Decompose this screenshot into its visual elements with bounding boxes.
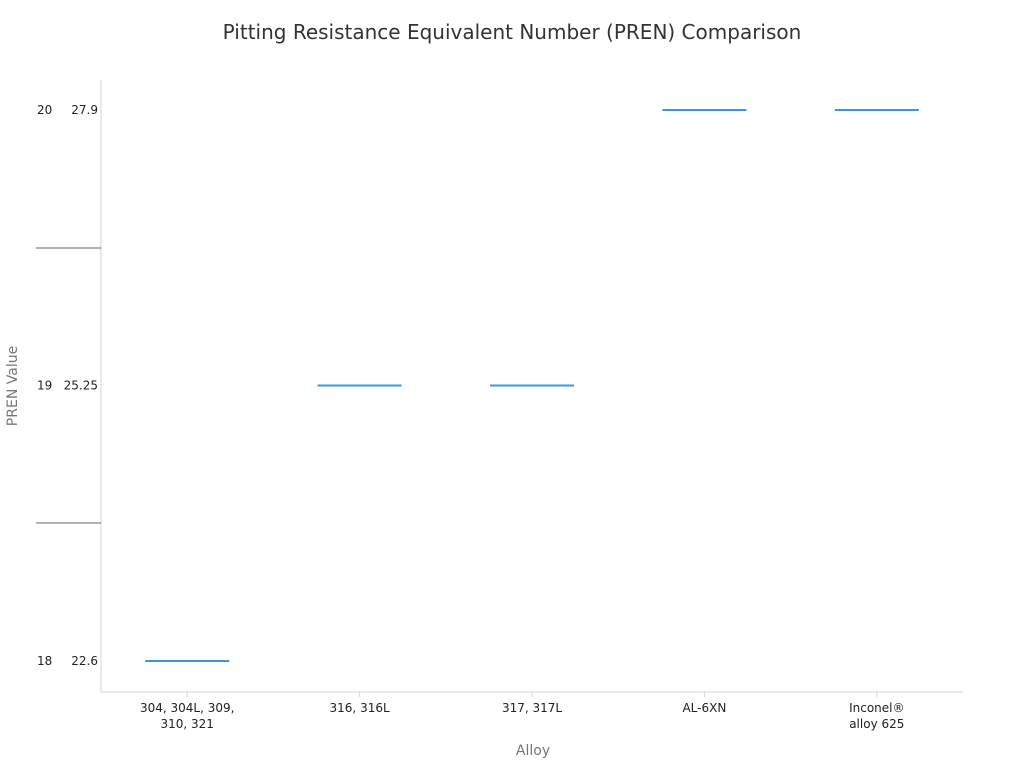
y-tick-label-inner: 19: [37, 379, 52, 393]
x-tick-label: 317, 317L: [502, 701, 562, 715]
x-tick-label: alloy 625: [849, 717, 904, 731]
x-tick-label: AL-6XN: [682, 701, 726, 715]
chart-title: Pitting Resistance Equivalent Number (PR…: [222, 20, 802, 44]
y-axis-title: PREN Value: [5, 346, 21, 426]
y-ticks: 18 22.6 19 25.25 20 27.9: [37, 103, 98, 668]
x-tick-label: Inconel®: [849, 701, 904, 715]
y-tick-label-outer: 22.6: [71, 654, 98, 668]
y-tick-label-inner: 20: [37, 103, 52, 117]
y-tick-label-outer: 25.25: [64, 379, 98, 393]
x-tick-label: 316, 316L: [330, 701, 390, 715]
x-tick-label: 310, 321: [160, 717, 213, 731]
y-tick-label-outer: 27.9: [71, 103, 98, 117]
x-axis-title: Alloy: [516, 743, 550, 759]
x-ticks: 304, 304L, 309, 310, 321 316, 316L 317, 317…: [140, 692, 905, 731]
y-tick-label-inner: 18: [37, 654, 52, 668]
data-marks: [145, 109, 919, 662]
x-tick-label: 304, 304L, 309,: [140, 701, 234, 715]
